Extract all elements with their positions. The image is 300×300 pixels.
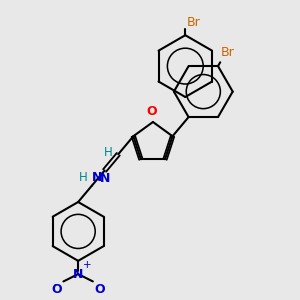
Text: N: N (73, 268, 83, 281)
Text: +: + (83, 260, 92, 270)
Text: -: - (53, 279, 57, 290)
Text: N: N (99, 172, 110, 185)
Text: Br: Br (187, 16, 200, 29)
Text: O: O (146, 105, 157, 118)
Text: H: H (79, 171, 87, 184)
Text: N: N (92, 171, 102, 184)
Text: Br: Br (221, 46, 235, 59)
Text: O: O (51, 283, 62, 296)
Text: O: O (94, 283, 105, 296)
Text: H: H (104, 146, 113, 159)
